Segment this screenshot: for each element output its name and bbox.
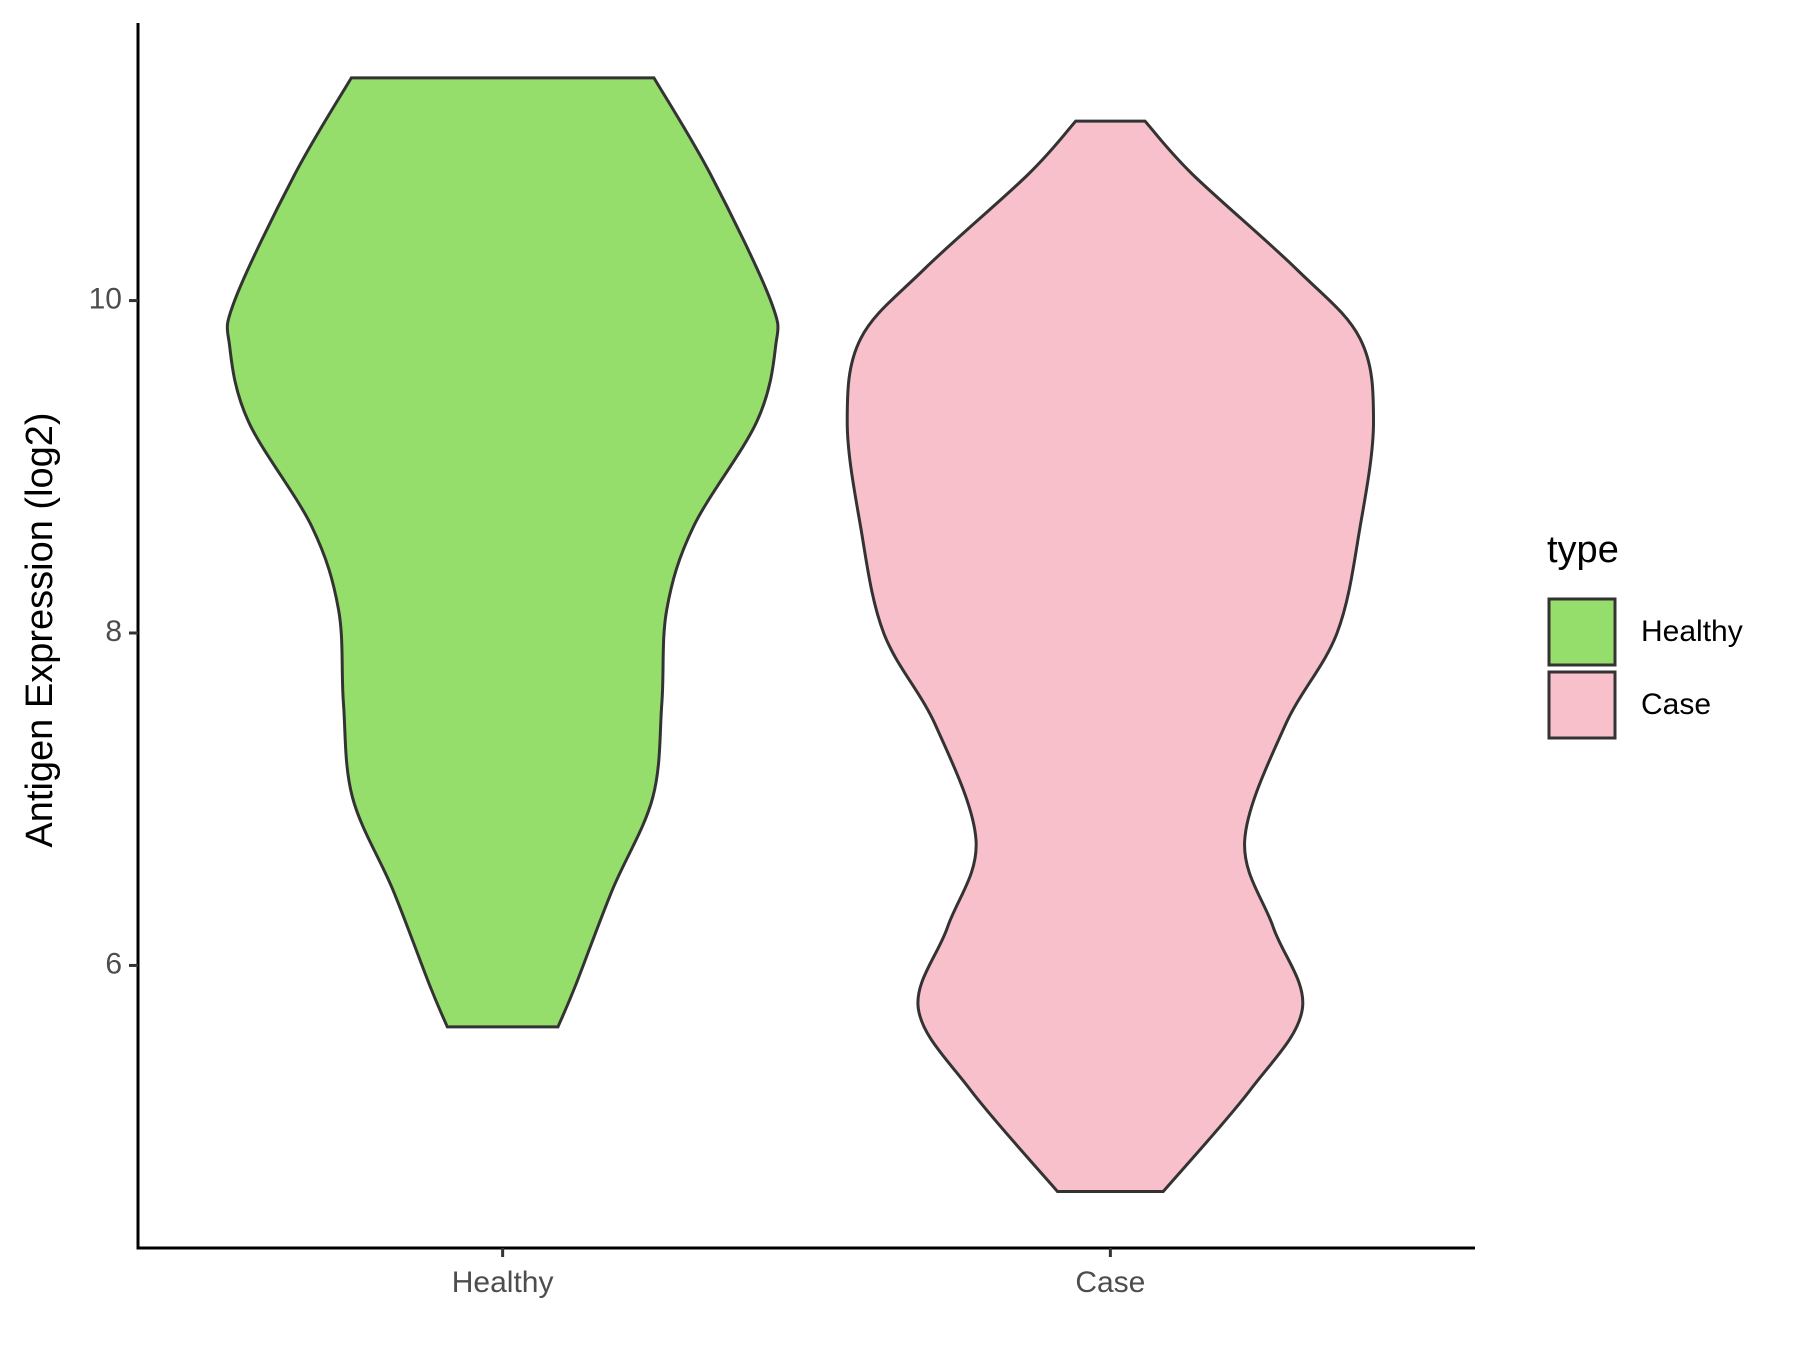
y-axis-title: Antigen Expression (log2) bbox=[19, 412, 61, 847]
y-tick-label: 8 bbox=[105, 615, 122, 648]
x-tick-label: Healthy bbox=[452, 1266, 554, 1299]
legend-label: Case bbox=[1641, 688, 1711, 721]
x-tick-label: Case bbox=[1075, 1266, 1145, 1299]
violin bbox=[845, 119, 1376, 1193]
legend-title: type bbox=[1547, 529, 1619, 571]
legend-key bbox=[1547, 597, 1617, 667]
legend-label: Healthy bbox=[1641, 615, 1743, 648]
y-tick-label: 6 bbox=[105, 947, 122, 980]
y-tick-label: 10 bbox=[89, 282, 122, 315]
legend-key bbox=[1547, 670, 1617, 740]
violin bbox=[225, 76, 780, 1029]
